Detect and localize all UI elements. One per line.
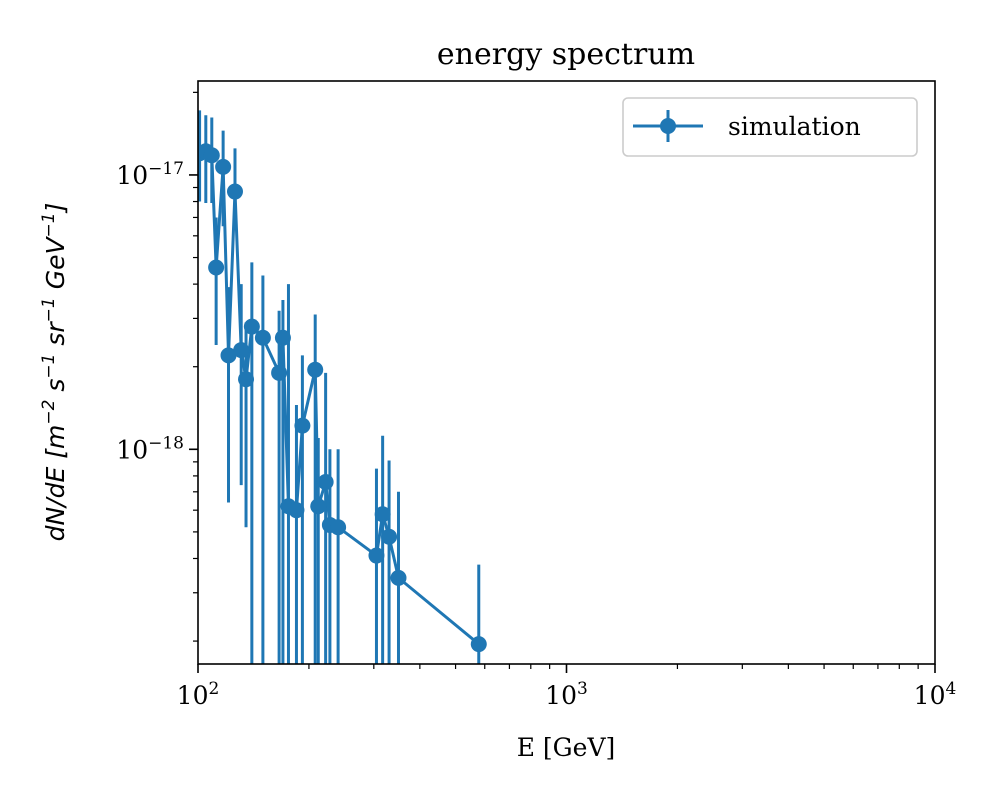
y-axis-label-part: ]	[41, 203, 70, 214]
data-point	[470, 636, 487, 653]
x-tick-label: 103	[545, 679, 588, 710]
y-axis-label-part: s	[41, 379, 70, 400]
data-point	[208, 259, 225, 276]
y-axis-label-part: −1	[39, 212, 59, 237]
data-point	[271, 364, 288, 381]
data-point	[317, 474, 334, 491]
data-point	[243, 318, 260, 335]
data-point	[203, 147, 220, 164]
plot-area	[198, 110, 487, 664]
y-axis-label-part: −1	[39, 297, 59, 322]
legend-frame	[622, 97, 918, 157]
data-point	[368, 547, 385, 564]
x-tick-label: 104	[914, 679, 957, 710]
axis-ticks: 102 103 104 10−18 10−17	[116, 80, 957, 710]
y-axis-label-part: sr	[41, 321, 70, 354]
data-point	[390, 569, 407, 586]
y-axis-label-part: −1	[39, 354, 59, 379]
data-point	[215, 158, 232, 175]
y-tick-label: 10−18	[116, 433, 184, 464]
y-axis-label-part: dN/dE [m	[41, 425, 70, 542]
legend: simulation	[622, 97, 918, 157]
x-tick-label: 102	[177, 679, 220, 710]
data-point	[374, 506, 391, 523]
data-point	[274, 329, 291, 346]
y-axis-label-part: GeV	[41, 236, 70, 298]
data-point	[233, 342, 250, 359]
y-tick-label: 10−17	[116, 159, 184, 190]
legend-label-simulation: simulation	[728, 112, 861, 141]
data-point	[254, 329, 271, 346]
data-point	[381, 528, 398, 545]
data-point	[294, 417, 311, 434]
y-axis-label: dN/dE [m−2 s−1 sr−1 GeV−1]	[39, 203, 70, 542]
data-point	[226, 183, 243, 200]
data-point	[288, 502, 305, 519]
x-axis-label: E [GeV]	[517, 733, 616, 762]
legend-marker	[660, 118, 676, 134]
data-point	[310, 498, 327, 515]
data-point	[307, 361, 324, 378]
data-point	[238, 371, 255, 388]
series-simulation	[198, 110, 487, 664]
y-axis-label-part: −2	[39, 400, 59, 425]
data-point	[330, 519, 347, 536]
chart-title: energy spectrum	[437, 37, 695, 72]
data-point	[220, 347, 237, 364]
